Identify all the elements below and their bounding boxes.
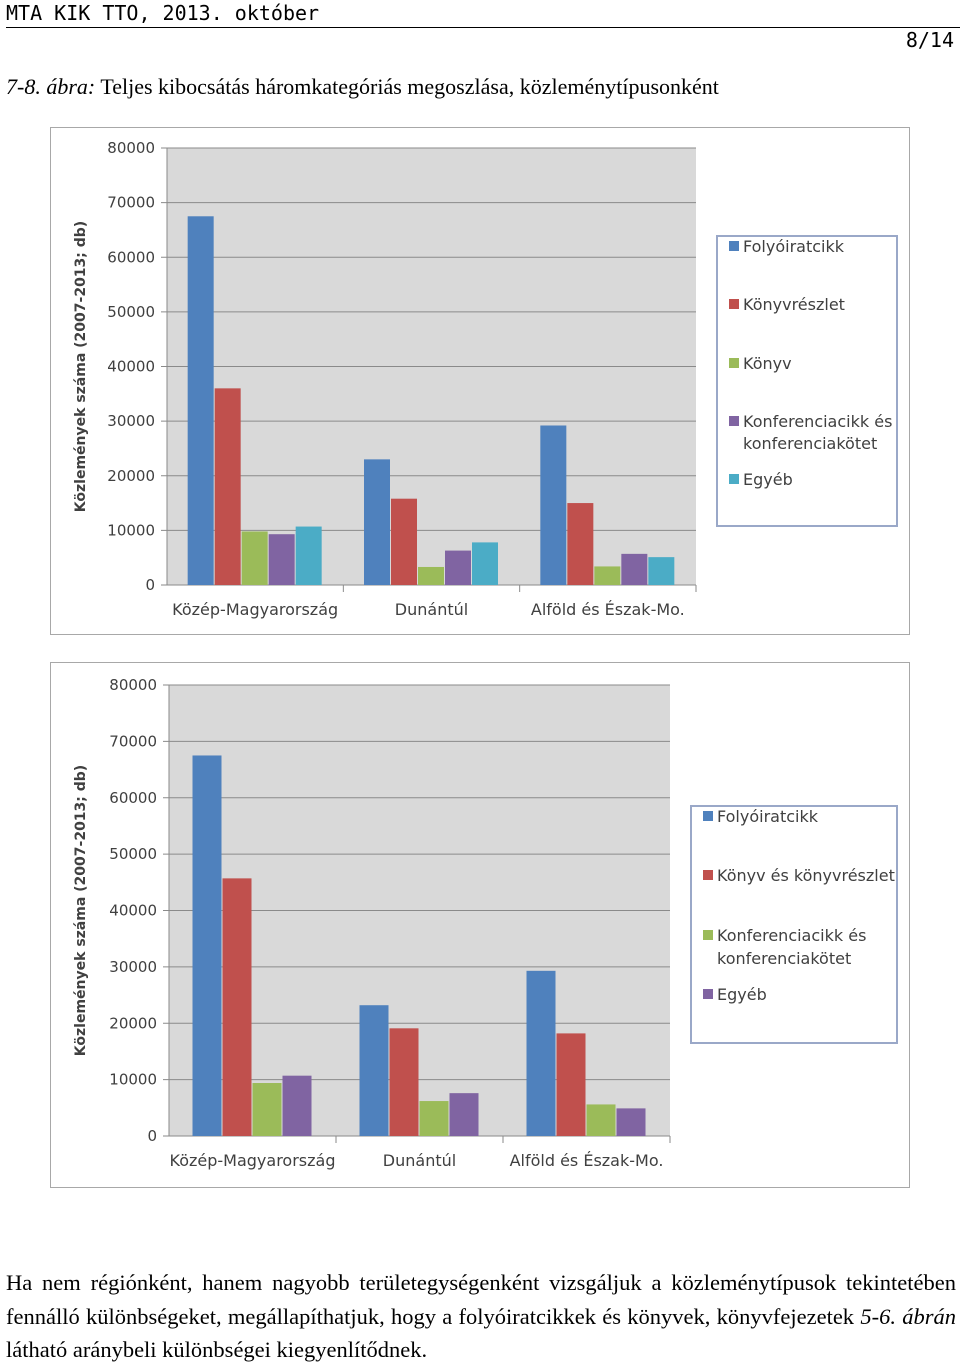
bar-konferenciacikk-es-konferenciakotet-dunantul: [419, 1101, 449, 1136]
chart-1: 0 10000 20000 30000 40000 50000 60000 70000 8000…: [50, 127, 910, 635]
bar-konyv-es-konyvreszlet-dunantul: [389, 1028, 419, 1136]
y-tick-label: 50000: [109, 845, 157, 863]
legend-label-konyv-es-konyvreszlet: Könyv és könyvrészlet: [717, 866, 895, 885]
x-tick-label: Közép-Magyarország: [170, 1151, 336, 1170]
page-number: 8/14: [905, 28, 954, 52]
y-axis-label: Közlemények száma (2007-2013; db): [73, 221, 89, 512]
y-tick-label: 60000: [107, 248, 155, 266]
y-tick-label: 20000: [109, 1014, 157, 1032]
body-paragraph: Ha nem régiónként, hanem nagyobb terület…: [6, 1266, 956, 1367]
y-tick-label: 80000: [109, 676, 157, 694]
y-tick-label: 0: [145, 576, 155, 594]
body-text-after: látható aránybeli különbségei kiegyenlít…: [6, 1337, 428, 1362]
bar-konyv-alfold-es-eszak-mo: [594, 566, 621, 585]
bar-konyvreszlet-kozep-magyarorszag: [214, 388, 241, 585]
bar-konyvreszlet-alfold-es-eszak-mo: [567, 503, 594, 585]
legend-label-egyeb: Egyéb: [743, 470, 793, 489]
x-tick-label: Alföld és Észak-Mo.: [531, 600, 685, 619]
legend-swatch-konferenciacikk-es-konferenciakotet: [703, 930, 713, 940]
bar-konyv-dunantul: [418, 566, 444, 585]
bar-folyoiratcikk-kozep-magyarorszag: [192, 755, 222, 1136]
legend-label-folyoiratcikk: Folyóiratcikk: [743, 237, 845, 256]
bar-konferenciacikk-es-konferenciakotet-alfold-es-eszak-mo: [621, 553, 648, 585]
legend-swatch-egyeb: [729, 474, 739, 484]
bar-konferenciacikk-es-konferenciakotet-dunantul: [445, 550, 471, 585]
legend-label-folyoiratcikk: Folyóiratcikk: [717, 807, 819, 826]
caption-prefix: 7-8. ábra:: [6, 74, 96, 99]
legend-swatch-folyoiratcikk: [703, 811, 713, 821]
bar-konyvreszlet-dunantul: [391, 498, 417, 585]
bar-egyeb-kozep-magyarorszag: [282, 1075, 312, 1136]
x-tick-label: Dunántúl: [383, 1151, 456, 1170]
bar-folyoiratcikk-alfold-es-eszak-mo: [526, 970, 556, 1136]
legend-swatch-konyv: [729, 358, 739, 368]
y-tick-label: 0: [147, 1127, 157, 1145]
bar-konyv-es-konyvreszlet-alfold-es-eszak-mo: [556, 1033, 586, 1136]
legend-label-konferenciacikk-es-konferenciakotet: Konferenciacikk és: [717, 926, 866, 945]
bar-konferenciacikk-es-konferenciakotet-alfold-es-eszak-mo: [586, 1104, 616, 1136]
y-tick-label: 40000: [109, 902, 157, 920]
y-tick-label: 30000: [107, 412, 155, 430]
x-tick-label: Alföld és Észak-Mo.: [510, 1151, 664, 1170]
header-title: MTA KIK TTO, 2013. október: [6, 1, 320, 25]
bar-egyeb-alfold-es-eszak-mo: [616, 1108, 646, 1136]
legend-swatch-folyoiratcikk: [729, 241, 739, 251]
y-tick-label: 70000: [107, 194, 155, 212]
bar-konyv-kozep-magyarorszag: [241, 531, 268, 585]
bar-egyeb-dunantul: [449, 1093, 479, 1136]
caption-text: Teljes kibocsátás háromkategóriás megosz…: [100, 74, 719, 99]
bar-konyv-es-konyvreszlet-kozep-magyarorszag: [222, 878, 252, 1136]
chart-1-svg: 0 10000 20000 30000 40000 50000 60000 70000 8000…: [73, 139, 898, 619]
body-text-before: Ha nem régiónként, hanem nagyobb terület…: [6, 1270, 956, 1329]
bar-konferenciacikk-es-konferenciakotet-kozep-magyarorszag: [268, 534, 295, 585]
y-tick-label: 80000: [107, 139, 155, 157]
x-tick-label: Közép-Magyarország: [172, 600, 338, 619]
chart-2-svg: 0 10000 20000 30000 40000 50000 60000 70000 8000…: [73, 676, 898, 1170]
y-tick-label: 30000: [109, 958, 157, 976]
legend-swatch-konyvreszlet: [729, 299, 739, 309]
figure-caption: 7-8. ábra: Teljes kibocsátás háromkategó…: [6, 74, 719, 100]
legend-label-konferenciacikk-es-konferenciakotet: konferenciakötet: [717, 949, 851, 968]
x-tick-label: Dunántúl: [395, 600, 468, 619]
y-tick-label: 40000: [107, 358, 155, 376]
legend-label-egyeb: Egyéb: [717, 985, 767, 1004]
legend-box: [716, 235, 898, 527]
y-tick-label: 60000: [109, 789, 157, 807]
bar-konferenciacikk-es-konferenciakotet-kozep-magyarorszag: [252, 1083, 282, 1136]
bar-egyeb-alfold-es-eszak-mo: [648, 557, 675, 585]
figure-reference: 5-6. ábrán: [860, 1303, 956, 1329]
legend-swatch-konferenciacikk-es-konferenciakotet: [729, 416, 739, 426]
y-axis-label: Közlemények száma (2007-2013; db): [73, 765, 89, 1056]
y-tick-label: 10000: [107, 521, 155, 539]
legend-box: [690, 805, 898, 1044]
bar-folyoiratcikk-dunantul: [364, 459, 390, 585]
legend-label-konyv: Könyv: [743, 354, 792, 373]
legend-label-konyvreszlet: Könyvrészlet: [743, 295, 845, 314]
y-tick-label: 70000: [109, 732, 157, 750]
bar-folyoiratcikk-kozep-magyarorszag: [187, 216, 214, 585]
page-header: MTA KIK TTO, 2013. október: [6, 0, 960, 28]
legend-swatch-egyeb: [703, 989, 713, 999]
y-tick-label: 20000: [107, 467, 155, 485]
legend-label-konferenciacikk-es-konferenciakotet: Konferenciacikk és: [743, 412, 892, 431]
legend-swatch-konyv-es-konyvreszlet: [703, 870, 713, 880]
bar-egyeb-kozep-magyarorszag: [295, 526, 322, 585]
bar-folyoiratcikk-alfold-es-eszak-mo: [540, 425, 567, 585]
bar-folyoiratcikk-dunantul: [359, 1005, 389, 1136]
y-tick-label: 50000: [107, 303, 155, 321]
chart-2: 0 10000 20000 30000 40000 50000 60000 70000 8000…: [50, 662, 910, 1188]
legend-label-konferenciacikk-es-konferenciakotet: konferenciakötet: [743, 434, 877, 453]
bar-egyeb-dunantul: [472, 542, 498, 585]
y-tick-label: 10000: [109, 1071, 157, 1089]
